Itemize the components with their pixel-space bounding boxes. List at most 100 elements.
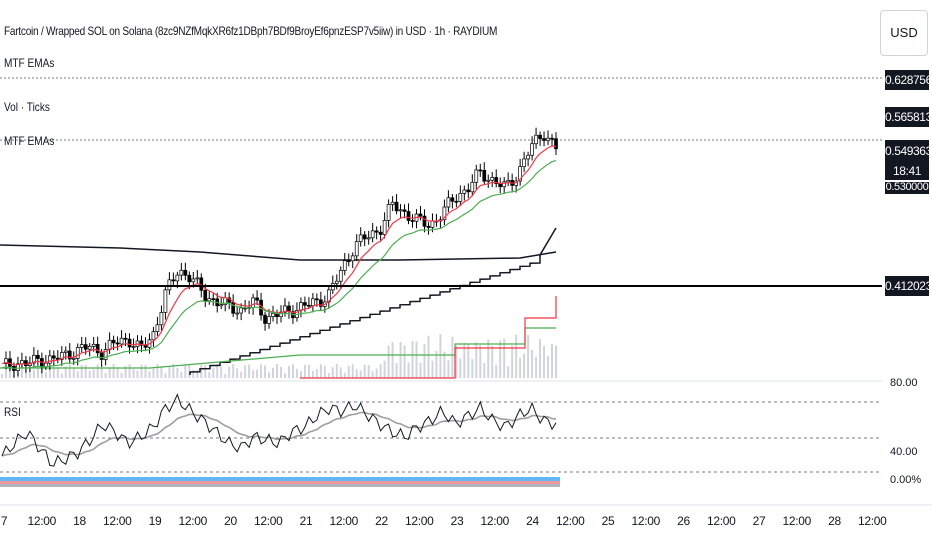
volume-bar [260, 364, 263, 378]
candle-body [131, 346, 136, 348]
volume-bar [295, 368, 298, 378]
candle-body [386, 204, 391, 221]
candle-body [478, 169, 483, 172]
time-axis-label: 12:00 [480, 514, 510, 528]
candle-body [271, 313, 275, 317]
candle-body [482, 169, 487, 182]
price-tag-level-1: 0.628756 [885, 70, 932, 90]
volume-bar [56, 366, 59, 378]
volume-bar [228, 366, 231, 378]
indicator-label-vol-ticks[interactable]: Vol · Ticks [4, 100, 50, 114]
candle-body [490, 177, 495, 181]
time-axis-label: 24 [526, 514, 539, 528]
volume-bar [88, 370, 91, 378]
time-axis-label: 25 [601, 514, 615, 528]
volume-bar [156, 364, 159, 378]
time-axis-label: 12:00 [782, 514, 812, 528]
candle-body [155, 324, 160, 332]
volume-bar [503, 338, 506, 378]
volume-bar [176, 367, 179, 378]
candle-body [79, 344, 84, 348]
time-axis-label: 7 [0, 514, 8, 528]
candle-body [506, 180, 511, 183]
candle-body [67, 350, 72, 360]
candle-body [418, 213, 423, 217]
volume-bar [379, 364, 382, 378]
time-axis-label: 22 [375, 514, 388, 528]
volume-bars [1, 334, 557, 378]
volume-bar [415, 341, 418, 378]
indicator-label-mtf-emas-2[interactable]: MTF EMAs [4, 134, 55, 148]
candle-body [47, 355, 52, 364]
volume-bar [172, 364, 175, 378]
time-axis-label: 21 [299, 514, 313, 528]
candle-body [470, 181, 475, 193]
candle-body [426, 225, 431, 228]
candle-body [534, 134, 538, 145]
volume-bar [4, 366, 7, 378]
volume-bar [96, 364, 99, 378]
volume-bar [144, 365, 147, 378]
candle-body [374, 230, 379, 233]
volume-bar [455, 345, 458, 378]
candle-body [4, 358, 8, 364]
candle-body [263, 314, 267, 324]
indicator-label-rsi[interactable]: RSI [4, 405, 21, 419]
volume-bar [112, 364, 115, 378]
volume-bar [531, 349, 534, 378]
volume-bar [403, 345, 406, 378]
volume-bar [319, 364, 322, 378]
rsi-strip-grey [0, 484, 560, 487]
volume-bar [383, 360, 386, 378]
price-tag-horizontal-line[interactable]: 0.412023 [885, 276, 932, 296]
volume-bar [391, 342, 394, 378]
volume-bar [164, 373, 167, 378]
candle-body [127, 338, 132, 348]
candle-body [255, 297, 259, 301]
candle-body [159, 312, 164, 326]
candle-body [307, 304, 311, 307]
candle-body [550, 137, 554, 140]
candle-body [498, 183, 503, 188]
volume-bar [475, 342, 478, 378]
candle-body [315, 298, 319, 301]
candle-body [139, 340, 144, 346]
candle-body [338, 270, 343, 282]
candle-body [342, 260, 347, 271]
candle-body [311, 298, 315, 306]
candle-body [358, 234, 363, 242]
candle-body [83, 344, 88, 350]
volume-bar [192, 369, 195, 378]
chart-title: Fartcoin / Wrapped SOL on Solana (8zc9NZ… [4, 24, 498, 38]
volume-bar [36, 364, 39, 378]
currency-selector[interactable]: USD [880, 10, 928, 56]
candle-body [406, 211, 411, 221]
volume-bar [208, 371, 211, 378]
volume-bar [236, 368, 239, 378]
volume-bar [399, 341, 402, 378]
candle-body [450, 197, 455, 202]
candle-body [59, 352, 64, 360]
volume-bar [507, 366, 510, 378]
time-axis-label: 12:00 [555, 514, 585, 528]
volume-bar [291, 364, 294, 378]
volume-bar [252, 370, 255, 378]
volume-bar [311, 370, 314, 378]
candle-body [390, 201, 395, 205]
volume-bar [184, 365, 187, 378]
candle-body [187, 274, 192, 283]
volume-bar [519, 357, 522, 378]
candle-body [239, 307, 243, 314]
candle-body [378, 231, 383, 235]
volume-bar [407, 362, 410, 378]
candle-body [546, 137, 550, 141]
volume-bar [244, 365, 247, 378]
candle-body [231, 301, 236, 314]
volume-bar [220, 366, 223, 378]
candle-body [199, 277, 204, 291]
indicator-label-mtf-emas[interactable]: MTF EMAs [4, 56, 55, 70]
candle-body [207, 298, 212, 302]
volume-bar [539, 339, 542, 378]
candles [4, 127, 558, 378]
